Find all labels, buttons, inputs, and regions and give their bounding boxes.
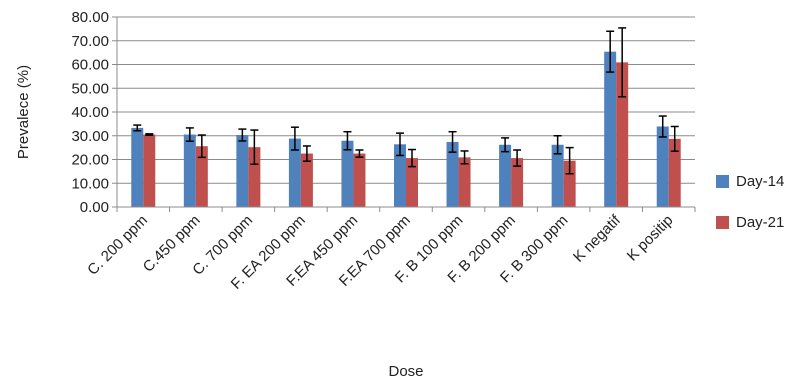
error-bar: [238, 128, 247, 142]
error-bar: [355, 149, 364, 158]
bar-day-14: [394, 144, 406, 207]
error-bar: [396, 132, 404, 157]
error-bar: [250, 129, 259, 165]
legend: Day-14 Day-21: [716, 173, 784, 231]
y-tick-label: 80.00: [71, 9, 109, 26]
error-bar: [133, 124, 142, 132]
bar-day-21: [616, 62, 629, 207]
bar-day-14: [551, 144, 564, 207]
x-tick-label: C. 200 ppm: [84, 212, 151, 279]
error-bar: [302, 145, 311, 162]
error-bar: [670, 125, 679, 152]
legend-swatch: [716, 175, 729, 188]
gridlines: [117, 16, 695, 184]
x-axis-title: Dose: [388, 363, 423, 380]
y-tick-label: 30.00: [71, 128, 109, 145]
bar-day-14: [288, 138, 301, 207]
error-bar: [513, 149, 522, 167]
bar-day-14: [131, 127, 144, 207]
y-tick-label: 0.00: [80, 199, 109, 216]
y-tick-label: 40.00: [71, 104, 109, 121]
bar-day-14: [236, 135, 249, 207]
bar-day-21: [353, 153, 366, 207]
y-axis-title: Prevalece (%): [15, 65, 32, 159]
y-tick-label: 50.00: [71, 80, 109, 97]
bar-day-21: [143, 134, 156, 207]
error-bar: [565, 146, 574, 175]
error-bars: [133, 27, 679, 175]
y-axis-ticks: 0.00 10.00 20.00 30.00 40.00 50.00 60.00 70.00 8…: [71, 9, 117, 216]
error-bar: [290, 126, 299, 151]
bar-day-14: [341, 140, 354, 207]
bar-day-14: [656, 126, 669, 207]
error-bar: [185, 127, 194, 142]
bar-day-14: [183, 134, 196, 207]
bar-day-14: [604, 51, 617, 207]
axes: [116, 17, 695, 208]
error-bar: [460, 150, 469, 165]
legend-entry-day-21: Day-21: [716, 214, 784, 231]
bar-day-21: [511, 158, 524, 207]
error-bar: [606, 30, 615, 73]
y-tick-label: 20.00: [71, 152, 109, 169]
bar-day-14: [446, 141, 459, 207]
error-bar: [408, 148, 416, 168]
error-bar: [658, 115, 667, 138]
error-bar: [145, 133, 154, 137]
legend-label: Day-21: [736, 214, 784, 231]
x-tick-label: K positip: [624, 212, 677, 265]
bar-day-21: [248, 147, 261, 207]
bars: [131, 51, 681, 207]
error-bar: [501, 137, 510, 153]
bar-day-21: [668, 138, 681, 207]
bar-day-21: [458, 157, 471, 207]
bar-day-14: [499, 144, 512, 207]
error-bar: [618, 27, 627, 98]
legend-entry-day-14: Day-14: [716, 173, 784, 190]
y-tick-label: 60.00: [71, 57, 109, 74]
bar-day-21: [300, 153, 313, 207]
bar-day-21: [406, 158, 418, 207]
error-bar: [197, 134, 206, 159]
bar-day-21: [563, 160, 576, 207]
y-tick-label: 10.00: [71, 175, 109, 192]
legend-swatch: [716, 216, 729, 229]
y-tick-label: 70.00: [71, 33, 109, 50]
x-tick-label: K negatif: [570, 211, 624, 265]
bar-day-21: [195, 146, 208, 207]
error-bar: [553, 135, 562, 155]
error-bar: [343, 130, 352, 151]
legend-label: Day-14: [736, 173, 784, 190]
error-bar: [448, 130, 457, 153]
